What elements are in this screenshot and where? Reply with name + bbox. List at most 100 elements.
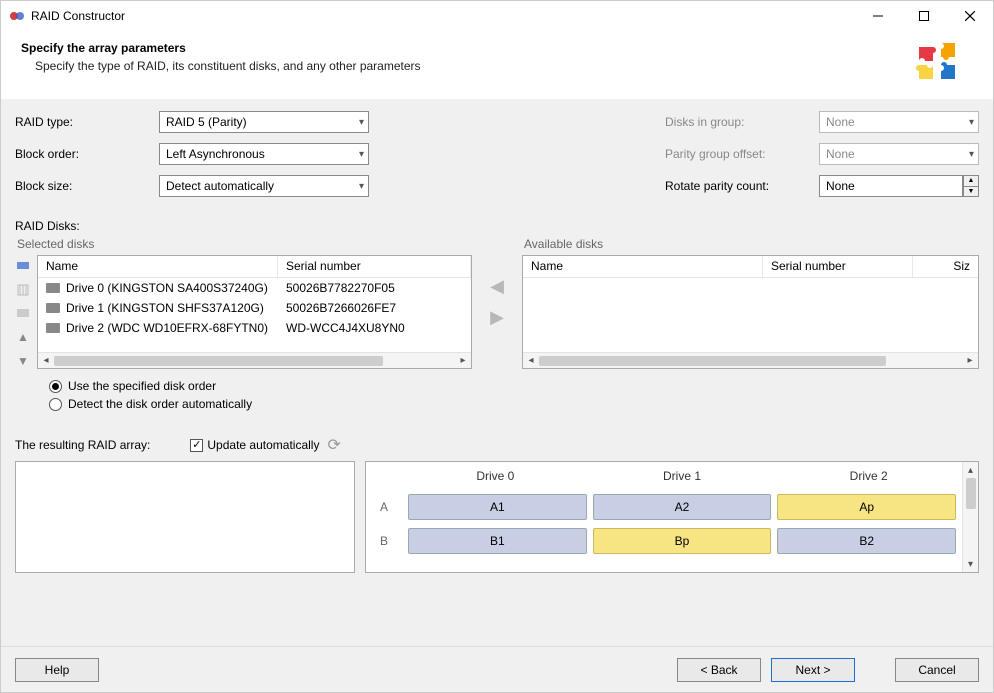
minimize-button[interactable] bbox=[855, 1, 901, 31]
scroll-right-icon[interactable]: ▸ bbox=[962, 355, 978, 366]
chevron-down-icon: ▾ bbox=[359, 149, 364, 160]
radio-icon bbox=[49, 380, 62, 393]
scroll-down-icon[interactable]: ▾ bbox=[968, 556, 973, 572]
preview-col-0: Drive 0 bbox=[402, 469, 589, 483]
available-disks-hscroll[interactable]: ◂ ▸ bbox=[523, 352, 978, 368]
page-subtitle: Specify the type of RAID, its constituen… bbox=[35, 59, 911, 73]
move-down-icon[interactable]: ▼ bbox=[15, 353, 31, 369]
add-disk-icon[interactable] bbox=[15, 257, 31, 273]
rotate-parity-count-value: None bbox=[826, 179, 855, 193]
back-button[interactable]: < Back bbox=[677, 658, 761, 682]
wizard-footer: Help < Back Next > Cancel bbox=[1, 646, 993, 692]
update-auto-checkbox[interactable] bbox=[190, 439, 203, 452]
wizard-header: Specify the array parameters Specify the… bbox=[1, 31, 993, 99]
disks-in-group-value: None bbox=[826, 115, 855, 129]
help-button[interactable]: Help bbox=[15, 658, 99, 682]
parity-group-offset-label: Parity group offset: bbox=[665, 147, 805, 161]
drive-serial: WD-WCC4J4XU8YN0 bbox=[286, 321, 405, 335]
preview-cell: B2 bbox=[777, 528, 956, 554]
chevron-down-icon: ▾ bbox=[969, 117, 974, 128]
table-row[interactable]: Drive 1 (KINGSTON SHFS37A120G) 50026B7266… bbox=[38, 298, 471, 318]
window-controls bbox=[855, 1, 993, 31]
result-label: The resulting RAID array: bbox=[15, 438, 150, 452]
move-right-button[interactable]: ▶ bbox=[490, 307, 504, 328]
file-disk-icon[interactable] bbox=[15, 305, 31, 321]
preview-col-1: Drive 1 bbox=[589, 469, 776, 483]
block-size-combo[interactable]: Detect automatically ▾ bbox=[159, 175, 369, 197]
available-disks-title: Available disks bbox=[524, 237, 979, 251]
table-row[interactable]: Drive 0 (KINGSTON SA400S37240G)50026B778… bbox=[38, 278, 471, 298]
block-order-combo[interactable]: Left Asynchronous ▾ bbox=[159, 143, 369, 165]
scroll-up-icon[interactable]: ▴ bbox=[968, 462, 973, 478]
spinner-down-button[interactable]: ▼ bbox=[963, 187, 979, 198]
table-row[interactable]: Drive 2 (WDC WD10EFRX-68FYTN0) WD-WCC4J4X… bbox=[38, 318, 471, 338]
move-up-icon[interactable]: ▲ bbox=[15, 329, 31, 345]
col-name[interactable]: Name bbox=[38, 256, 278, 277]
available-disks-header: Name Serial number Siz bbox=[523, 256, 978, 278]
preview-row: Drive 0 Drive 1 Drive 2 A A1A2Ap BB1BpB2 ▴… bbox=[15, 461, 979, 638]
rotate-parity-count-label: Rotate parity count: bbox=[665, 179, 805, 193]
available-disks-list[interactable]: Name Serial number Siz ◂ ▸ bbox=[522, 255, 979, 369]
raid-type-label: RAID type: bbox=[15, 115, 145, 129]
titlebar: RAID Constructor bbox=[1, 1, 993, 31]
available-disks-panel: Available disks Name Serial number Siz ◂… bbox=[522, 235, 979, 369]
preview-row-B: BB1BpB2 bbox=[366, 524, 962, 558]
selected-disks-header: Name Serial number bbox=[38, 256, 471, 278]
drive-icon bbox=[46, 303, 60, 313]
preview-cell: A1 bbox=[408, 494, 587, 520]
drive-icon bbox=[46, 283, 60, 293]
order-option-specified[interactable]: Use the specified disk order bbox=[49, 379, 979, 393]
preview-cell: A2 bbox=[593, 494, 772, 520]
preview-col-2: Drive 2 bbox=[775, 469, 962, 483]
selected-disks-list[interactable]: Name Serial number Drive 0 (KINGSTON SA4… bbox=[37, 255, 472, 369]
close-button[interactable] bbox=[947, 1, 993, 31]
rotate-parity-count-spinner[interactable]: None ▲ ▼ bbox=[819, 175, 979, 197]
cancel-button[interactable]: Cancel bbox=[895, 658, 979, 682]
selected-disks-tools: ▲ ▼ bbox=[15, 255, 33, 369]
preview-cell: Ap bbox=[777, 494, 956, 520]
block-order-value: Left Asynchronous bbox=[166, 147, 265, 161]
col-serial[interactable]: Serial number bbox=[278, 256, 471, 277]
chevron-down-icon: ▾ bbox=[969, 149, 974, 160]
update-auto-label: Update automatically bbox=[207, 438, 319, 452]
radio-icon bbox=[49, 398, 62, 411]
chevron-down-icon: ▾ bbox=[359, 181, 364, 192]
disks-in-group-label: Disks in group: bbox=[665, 115, 805, 129]
scroll-right-icon[interactable]: ▸ bbox=[455, 355, 471, 366]
order-option-auto-label: Detect the disk order automatically bbox=[68, 397, 252, 411]
selected-disks-hscroll[interactable]: ◂ ▸ bbox=[38, 352, 471, 368]
col-serial[interactable]: Serial number bbox=[763, 256, 913, 277]
drive-name: Drive 1 (KINGSTON SHFS37A120G) bbox=[66, 301, 264, 315]
page-title: Specify the array parameters bbox=[21, 41, 911, 55]
col-name[interactable]: Name bbox=[523, 256, 763, 277]
raid-type-combo[interactable]: RAID 5 (Parity) ▾ bbox=[159, 111, 369, 133]
parity-group-offset-combo: None ▾ bbox=[819, 143, 979, 165]
result-array-list[interactable] bbox=[15, 461, 355, 573]
scroll-left-icon[interactable]: ◂ bbox=[523, 355, 539, 366]
scroll-left-icon[interactable]: ◂ bbox=[38, 355, 54, 366]
transfer-buttons: ◀ ▶ bbox=[480, 235, 514, 369]
drive-name: Drive 0 (KINGSTON SA400S37240G) bbox=[66, 281, 268, 295]
drive-name: Drive 2 (WDC WD10EFRX-68FYTN0) bbox=[66, 321, 268, 335]
stripe-preview: Drive 0 Drive 1 Drive 2 A A1A2Ap BB1BpB2 ▴… bbox=[365, 461, 979, 573]
result-row: The resulting RAID array: Update automat… bbox=[15, 435, 979, 455]
preview-row-label: A bbox=[366, 500, 402, 514]
block-order-label: Block order: bbox=[15, 147, 145, 161]
order-option-auto[interactable]: Detect the disk order automatically bbox=[49, 397, 979, 411]
next-button[interactable]: Next > bbox=[771, 658, 855, 682]
maximize-button[interactable] bbox=[901, 1, 947, 31]
preview-row-A: A A1A2Ap bbox=[366, 490, 962, 524]
disks-area: Selected disks ▲ ▼ Name Serial number bbox=[15, 235, 979, 369]
window: RAID Constructor Specify the array param… bbox=[0, 0, 994, 693]
raid-type-value: RAID 5 (Parity) bbox=[166, 115, 247, 129]
refresh-icon[interactable]: ⟳ bbox=[327, 435, 340, 455]
preview-vscroll[interactable]: ▴ ▾ bbox=[962, 462, 978, 572]
drive-icon bbox=[46, 323, 60, 333]
parity-group-offset-value: None bbox=[826, 147, 855, 161]
remove-disk-icon[interactable] bbox=[15, 281, 31, 297]
preview-header: Drive 0 Drive 1 Drive 2 bbox=[366, 462, 962, 490]
drive-serial: 50026B7266026FE7 bbox=[286, 301, 396, 315]
move-left-button[interactable]: ◀ bbox=[490, 276, 504, 297]
col-size[interactable]: Siz bbox=[913, 256, 978, 277]
spinner-up-button[interactable]: ▲ bbox=[963, 175, 979, 187]
